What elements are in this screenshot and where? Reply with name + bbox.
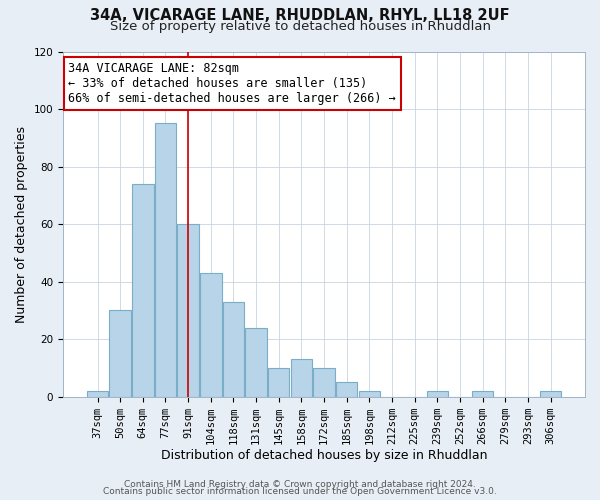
Text: Size of property relative to detached houses in Rhuddlan: Size of property relative to detached ho… (110, 20, 491, 33)
Bar (359, 391, 380, 396)
Text: Contains HM Land Registry data © Crown copyright and database right 2024.: Contains HM Land Registry data © Crown c… (124, 480, 476, 489)
Bar (109, 310, 131, 396)
Bar (155, 124, 176, 396)
Bar (87, 391, 108, 396)
Bar (472, 391, 493, 396)
X-axis label: Distribution of detached houses by size in Rhuddlan: Distribution of detached houses by size … (161, 450, 487, 462)
Bar (178, 224, 199, 396)
Text: 34A VICARAGE LANE: 82sqm
← 33% of detached houses are smaller (135)
66% of semi-: 34A VICARAGE LANE: 82sqm ← 33% of detach… (68, 62, 396, 105)
Bar (290, 360, 312, 397)
Bar (540, 391, 561, 396)
Bar (427, 391, 448, 396)
Bar (132, 184, 154, 396)
Bar (245, 328, 267, 396)
Y-axis label: Number of detached properties: Number of detached properties (15, 126, 28, 322)
Bar (336, 382, 358, 396)
Bar (200, 273, 221, 396)
Bar (223, 302, 244, 396)
Bar (268, 368, 289, 396)
Text: 34A, VICARAGE LANE, RHUDDLAN, RHYL, LL18 2UF: 34A, VICARAGE LANE, RHUDDLAN, RHYL, LL18… (90, 8, 510, 22)
Bar (313, 368, 335, 396)
Text: Contains public sector information licensed under the Open Government Licence v3: Contains public sector information licen… (103, 487, 497, 496)
